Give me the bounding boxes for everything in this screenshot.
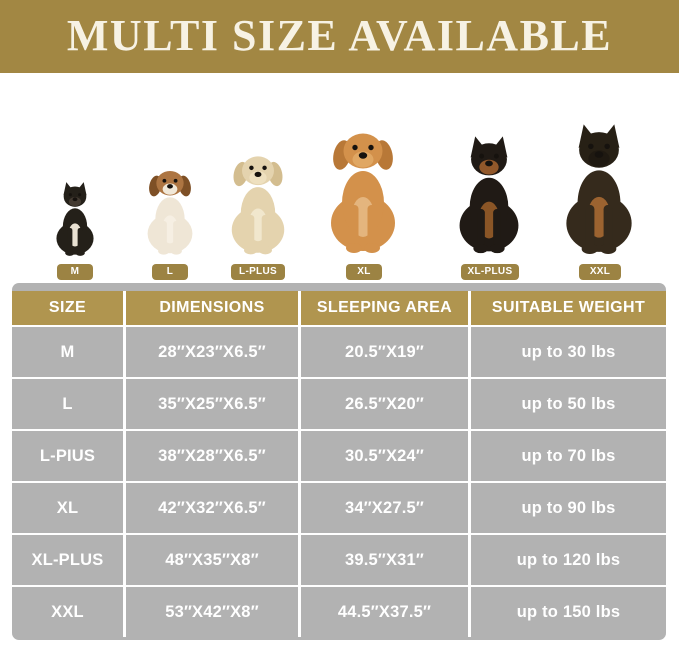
title-banner: MULTI SIZE AVAILABLE: [0, 0, 679, 73]
size-badge-xl: XL: [346, 264, 382, 280]
size-badge-m: M: [57, 264, 93, 280]
cell-sleeping-area: 34″X27.5″: [301, 483, 468, 533]
german-shepherd-icon: [566, 124, 632, 254]
doberman-icon: [459, 136, 519, 254]
cell-size: L-PIUS: [12, 431, 123, 481]
cell-sleeping-area: 44.5″X37.5″: [301, 587, 468, 637]
cell-suitable-weight: up to 50 lbs: [471, 379, 666, 429]
size-table-grid: SIZE DIMENSIONS SLEEPING AREA SUITABLE W…: [12, 291, 666, 637]
cell-size: XL: [12, 483, 123, 533]
cell-sleeping-area: 26.5″X20″: [301, 379, 468, 429]
dog-size-l: [135, 161, 205, 256]
cream-golden-retriever-icon: [231, 156, 285, 255]
cell-size: M: [12, 327, 123, 377]
cell-suitable-weight: up to 150 lbs: [471, 587, 666, 637]
size-badge-l: L: [152, 264, 188, 280]
cell-suitable-weight: up to 90 lbs: [471, 483, 666, 533]
dog-size-xxl: [548, 98, 650, 256]
cell-suitable-weight: up to 70 lbs: [471, 431, 666, 481]
cell-size: XXL: [12, 587, 123, 637]
cell-dimensions: 48″X35″X8″: [126, 535, 298, 585]
size-badge-l-plus: L-PLUS: [231, 264, 285, 280]
cell-sleeping-area: 20.5″X19″: [301, 327, 468, 377]
cell-dimensions: 42″X32″X6.5″: [126, 483, 298, 533]
cell-sleeping-area: 30.5″X24″: [301, 431, 468, 481]
size-badge-xl-plus: XL-PLUS: [461, 264, 519, 280]
size-badge-xxl: XXL: [579, 264, 621, 280]
golden-retriever-icon: [331, 133, 395, 253]
cell-dimensions: 53″X42″X8″: [126, 587, 298, 637]
cell-sleeping-area: 39.5″X31″: [301, 535, 468, 585]
dog-size-m: [46, 177, 104, 257]
cell-dimensions: 38″X28″X6.5″: [126, 431, 298, 481]
page-title: MULTI SIZE AVAILABLE: [66, 11, 613, 60]
cell-suitable-weight: up to 30 lbs: [471, 327, 666, 377]
cell-dimensions: 28″X23″X6.5″: [126, 327, 298, 377]
column-header-sleeping-area: SLEEPING AREA: [301, 291, 468, 325]
column-header-suitable-weight: SUITABLE WEIGHT: [471, 291, 666, 325]
dog-size-xl-plus: [443, 114, 535, 255]
dog-size-l-plus: [217, 133, 299, 256]
cell-size: XL-PLUS: [12, 535, 123, 585]
column-header-dimensions: DIMENSIONS: [126, 291, 298, 325]
size-table: SIZE DIMENSIONS SLEEPING AREA SUITABLE W…: [12, 283, 666, 640]
french-bulldog-icon: [56, 182, 94, 256]
cell-size: L: [12, 379, 123, 429]
cell-dimensions: 35″X25″X6.5″: [126, 379, 298, 429]
beagle-icon: [147, 170, 193, 255]
dog-size-xl: [313, 103, 413, 255]
column-header-size: SIZE: [12, 291, 123, 325]
cell-suitable-weight: up to 120 lbs: [471, 535, 666, 585]
